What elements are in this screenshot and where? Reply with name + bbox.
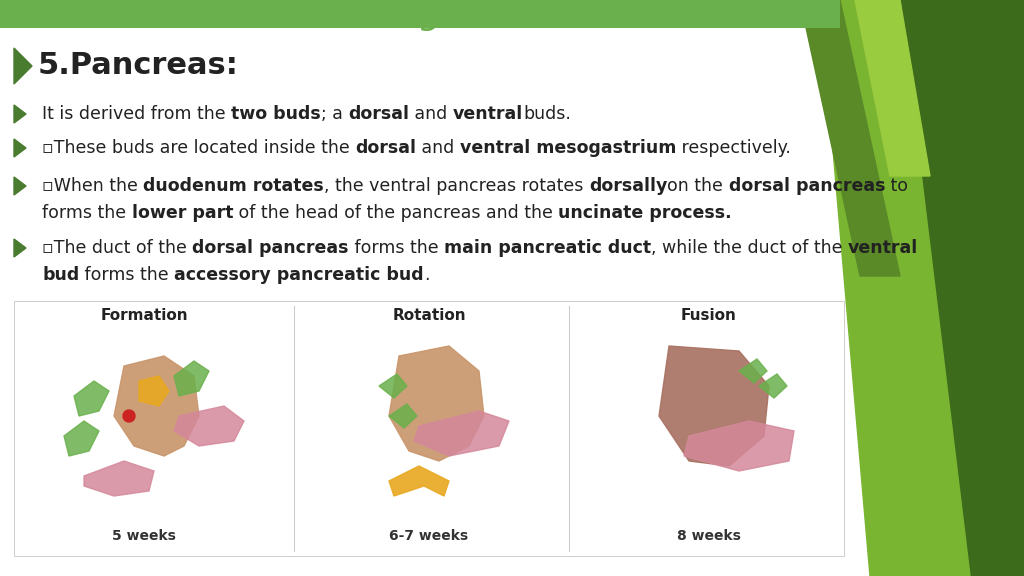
Polygon shape (14, 48, 32, 84)
Polygon shape (74, 381, 109, 416)
Text: bud: bud (42, 266, 79, 284)
Text: Rotation: Rotation (392, 309, 466, 324)
Polygon shape (174, 361, 209, 396)
Text: , while the duct of the: , while the duct of the (651, 239, 848, 257)
Polygon shape (14, 239, 26, 257)
Text: 5.Pancreas:: 5.Pancreas: (38, 51, 239, 81)
Polygon shape (63, 421, 99, 456)
Text: ventral: ventral (453, 105, 523, 123)
Bar (0, 0, 840, 28)
Text: two buds: two buds (231, 105, 321, 123)
Polygon shape (739, 359, 767, 383)
Polygon shape (855, 0, 930, 176)
Polygon shape (379, 374, 407, 398)
Text: Derivatives of the foregut tube: Derivatives of the foregut tube (14, 0, 573, 31)
Polygon shape (84, 461, 154, 496)
Polygon shape (389, 346, 484, 461)
Text: ▫When the: ▫When the (42, 177, 143, 195)
Text: respectively.: respectively. (677, 139, 792, 157)
Text: lower part: lower part (132, 204, 233, 222)
Text: forms the: forms the (79, 266, 174, 284)
Text: ▫The duct of the: ▫The duct of the (42, 239, 193, 257)
Text: buds.: buds. (523, 105, 571, 123)
Text: dorsal pancreas: dorsal pancreas (729, 177, 886, 195)
Text: main pancreatic duct: main pancreatic duct (444, 239, 651, 257)
Polygon shape (14, 177, 26, 195)
Text: Fusion: Fusion (681, 309, 737, 324)
Polygon shape (684, 421, 794, 471)
FancyBboxPatch shape (14, 301, 844, 556)
Polygon shape (389, 404, 417, 428)
Text: ventral mesogastrium: ventral mesogastrium (460, 139, 677, 157)
Polygon shape (659, 346, 769, 466)
Text: It is derived from the: It is derived from the (42, 105, 231, 123)
Text: Formation: Formation (100, 309, 187, 324)
Circle shape (123, 410, 135, 422)
Text: dorsally: dorsally (589, 177, 668, 195)
Text: ventral: ventral (848, 239, 919, 257)
Text: , the ventral pancreas rotates: , the ventral pancreas rotates (325, 177, 589, 195)
Text: 6-7 weeks: 6-7 weeks (389, 529, 469, 543)
Polygon shape (414, 411, 509, 456)
Polygon shape (820, 0, 970, 576)
Text: duodenum rotates: duodenum rotates (143, 177, 325, 195)
Polygon shape (114, 356, 199, 456)
Polygon shape (139, 376, 169, 406)
Text: and: and (410, 105, 453, 123)
Text: on the: on the (668, 177, 729, 195)
Text: 8 weeks: 8 weeks (677, 529, 741, 543)
Text: dorsal: dorsal (355, 139, 416, 157)
Text: ; a: ; a (321, 105, 348, 123)
Text: dorsal: dorsal (348, 105, 410, 123)
Text: and: and (416, 139, 460, 157)
Text: .: . (424, 266, 429, 284)
Text: to: to (886, 177, 908, 195)
Text: dorsal pancreas: dorsal pancreas (193, 239, 349, 257)
Text: uncinate process.: uncinate process. (558, 204, 732, 222)
Text: accessory pancreatic bud: accessory pancreatic bud (174, 266, 424, 284)
Polygon shape (759, 374, 787, 398)
Text: forms the: forms the (349, 239, 444, 257)
Text: ▫These buds are located inside the: ▫These buds are located inside the (42, 139, 355, 157)
Text: 5 weeks: 5 weeks (112, 529, 176, 543)
Polygon shape (14, 139, 26, 157)
Polygon shape (14, 105, 26, 123)
Polygon shape (800, 0, 900, 276)
Polygon shape (760, 0, 860, 576)
Polygon shape (174, 406, 244, 446)
Polygon shape (870, 0, 1024, 576)
Text: forms the: forms the (42, 204, 132, 222)
Polygon shape (389, 466, 449, 496)
Text: of the head of the pancreas and the: of the head of the pancreas and the (233, 204, 558, 222)
